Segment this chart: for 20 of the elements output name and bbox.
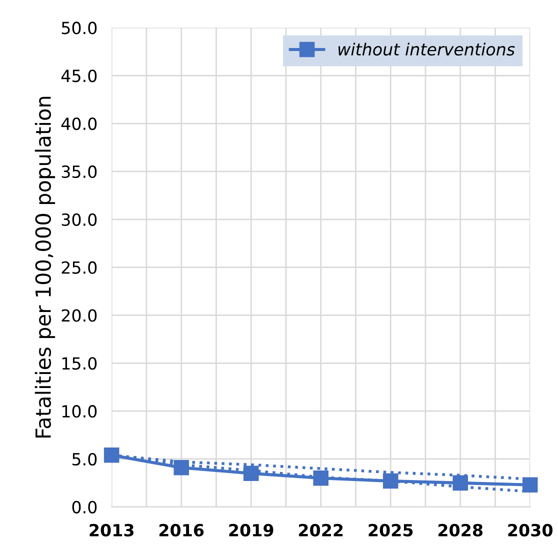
x-tick-label: 2030 [508,524,552,536]
y-tick-label: 0.0 [72,500,97,514]
y-tick-label: 30.0 [62,213,97,226]
y-tick-label: 40.0 [61,118,97,130]
y-axis-title: Fatalities per 100,000 population [34,96,56,438]
x-tick-label: 2013 [90,524,134,536]
x-tick-label: 2019 [229,524,274,536]
y-tick-label: 25.0 [62,261,97,274]
x-tick-label: 2016 [159,524,204,536]
y-tick-label: 5.0 [72,452,97,466]
y-tick-label: 35.0 [62,165,97,178]
y-tick-label: 10.0 [62,405,97,418]
x-tick-label: 2022 [298,524,343,536]
y-tick-label: 15.0 [62,357,97,370]
y-tick-label: 20.0 [62,309,97,322]
legend-label: without interventions [338,42,515,56]
x-tick-label: 2028 [438,524,483,536]
y-tick-label: 50.0 [62,22,97,34]
y-tick-label: 45.0 [61,70,97,82]
x-tick-label: 2025 [368,524,413,536]
